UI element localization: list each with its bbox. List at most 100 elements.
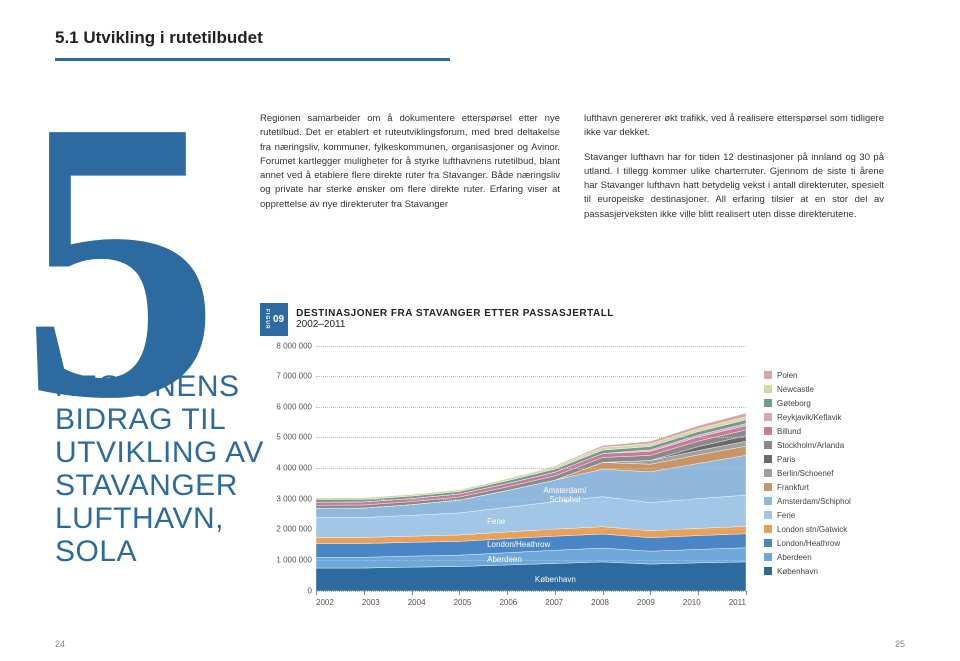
x-tick-label: 2006 bbox=[499, 598, 517, 607]
y-tick-label: 0 bbox=[262, 586, 312, 595]
chart-container: FIGUR 09 DESTINASJONER FRA STAVANGER ETT… bbox=[260, 303, 900, 591]
chart-title: DESTINASJONER FRA STAVANGER ETTER PASSAS… bbox=[296, 308, 614, 319]
x-tick bbox=[698, 591, 699, 595]
body-col-1: Regionen samarbeider om å dokumentere et… bbox=[260, 112, 560, 222]
x-tick bbox=[650, 591, 651, 595]
legend-item: Newcastle bbox=[764, 385, 851, 394]
x-tick bbox=[364, 591, 365, 595]
legend-item: London stn/Gatwick bbox=[764, 525, 851, 534]
legend-label: London/Heathrow bbox=[777, 539, 840, 548]
legend-item: Gøteborg bbox=[764, 399, 851, 408]
legend-swatch bbox=[764, 567, 772, 575]
legend-item: Paris bbox=[764, 455, 851, 464]
x-tick-label: 2009 bbox=[637, 598, 655, 607]
y-tick-label: 4 000 000 bbox=[262, 464, 312, 473]
grid-line bbox=[316, 376, 746, 377]
area-label: Ferie bbox=[487, 517, 505, 526]
legend-label: Stockholm/Arlanda bbox=[777, 441, 844, 450]
body-columns: Regionen samarbeider om å dokumentere et… bbox=[260, 112, 884, 222]
chart-header: FIGUR 09 DESTINASJONER FRA STAVANGER ETT… bbox=[260, 303, 900, 336]
page-number-left: 24 bbox=[55, 639, 65, 649]
x-tick bbox=[746, 591, 747, 595]
x-tick-label: 2007 bbox=[545, 598, 563, 607]
area-label: København bbox=[535, 575, 576, 584]
x-tick-label: 2002 bbox=[316, 598, 334, 607]
page-number-right: 25 bbox=[895, 639, 905, 649]
x-tick bbox=[316, 591, 317, 595]
legend-label: Gøteborg bbox=[777, 399, 811, 408]
legend-item: Frankfurt bbox=[764, 483, 851, 492]
legend-label: Billund bbox=[777, 427, 801, 436]
body-col-2: lufthavn genererer økt trafikk, ved å re… bbox=[584, 112, 884, 222]
y-axis: 01 000 0002 000 0003 000 0004 000 0005 0… bbox=[260, 346, 316, 591]
legend-swatch bbox=[764, 455, 772, 463]
legend-item: Ferie bbox=[764, 511, 851, 520]
area-label: London/Heathrow bbox=[487, 540, 550, 549]
x-tick-label: 2008 bbox=[591, 598, 609, 607]
legend-swatch bbox=[764, 413, 772, 421]
grid-line bbox=[316, 499, 746, 500]
legend-swatch bbox=[764, 371, 772, 379]
legend-swatch bbox=[764, 553, 772, 561]
chart-subtitle: 2002–2011 bbox=[296, 319, 614, 330]
legend-swatch bbox=[764, 525, 772, 533]
legend-item: Polen bbox=[764, 371, 851, 380]
legend-swatch bbox=[764, 427, 772, 435]
legend-item: Amsterdam/Schiphol bbox=[764, 497, 851, 506]
legend-item: Stockholm/Arlanda bbox=[764, 441, 851, 450]
x-tick-label: 2010 bbox=[683, 598, 701, 607]
y-tick-label: 7 000 000 bbox=[262, 372, 312, 381]
legend-label: Newcastle bbox=[777, 385, 814, 394]
grid-line bbox=[316, 529, 746, 530]
grid-line bbox=[316, 346, 746, 347]
y-tick-label: 6 000 000 bbox=[262, 402, 312, 411]
y-tick-label: 8 000 000 bbox=[262, 341, 312, 350]
area-label: Amsterdam/Schiphol bbox=[535, 486, 595, 504]
figur-number: 09 bbox=[273, 314, 284, 325]
legend-item: London/Heathrow bbox=[764, 539, 851, 548]
legend-swatch bbox=[764, 511, 772, 519]
x-tick bbox=[603, 591, 604, 595]
legend-swatch bbox=[764, 497, 772, 505]
x-tick-label: 2005 bbox=[454, 598, 472, 607]
legend-swatch bbox=[764, 385, 772, 393]
legend-item: Berlin/Schoenef bbox=[764, 469, 851, 478]
x-tick-label: 2003 bbox=[362, 598, 380, 607]
grid-line bbox=[316, 437, 746, 438]
legend-swatch bbox=[764, 469, 772, 477]
y-tick-label: 2 000 000 bbox=[262, 525, 312, 534]
chart-body: 01 000 0002 000 0003 000 0004 000 0005 0… bbox=[260, 346, 900, 591]
legend-label: Berlin/Schoenef bbox=[777, 469, 833, 478]
legend-label: Polen bbox=[777, 371, 797, 380]
x-tick bbox=[555, 591, 556, 595]
legend-swatch bbox=[764, 483, 772, 491]
grid-line bbox=[316, 560, 746, 561]
sidebar-title: REGIONENS BIDRAG TIL UTVIKLING AV STAVAN… bbox=[55, 370, 275, 568]
legend-label: Paris bbox=[777, 455, 795, 464]
x-tick bbox=[459, 591, 460, 595]
grid-line bbox=[316, 407, 746, 408]
grid-line bbox=[316, 591, 746, 592]
legend-swatch bbox=[764, 399, 772, 407]
legend-label: Reykjavik/Keflavik bbox=[777, 413, 841, 422]
y-tick-label: 3 000 000 bbox=[262, 494, 312, 503]
legend-item: Billund bbox=[764, 427, 851, 436]
figur-label: FIGUR bbox=[264, 309, 270, 330]
legend-swatch bbox=[764, 441, 772, 449]
y-tick-label: 5 000 000 bbox=[262, 433, 312, 442]
area-label: Aberdeen bbox=[487, 555, 522, 564]
x-tick-label: 2004 bbox=[408, 598, 426, 607]
y-tick-label: 1 000 000 bbox=[262, 555, 312, 564]
legend-label: Frankfurt bbox=[777, 483, 809, 492]
x-tick-label: 2011 bbox=[729, 598, 746, 607]
x-tick bbox=[412, 591, 413, 595]
legend-label: London stn/Gatwick bbox=[777, 525, 847, 534]
chart-plot: København Aberdeen London/Heathrow Ferie Ams… bbox=[316, 346, 746, 591]
grid-line bbox=[316, 468, 746, 469]
legend-item: København bbox=[764, 567, 851, 576]
legend-label: København bbox=[777, 567, 818, 576]
legend-label: Amsterdam/Schiphol bbox=[777, 497, 851, 506]
legend-item: Reykjavik/Keflavik bbox=[764, 413, 851, 422]
x-axis: 2002 2003 2004 2005 2006 2007 2008 2009 2010 2011 bbox=[316, 598, 746, 607]
figur-badge: FIGUR 09 bbox=[260, 303, 288, 336]
